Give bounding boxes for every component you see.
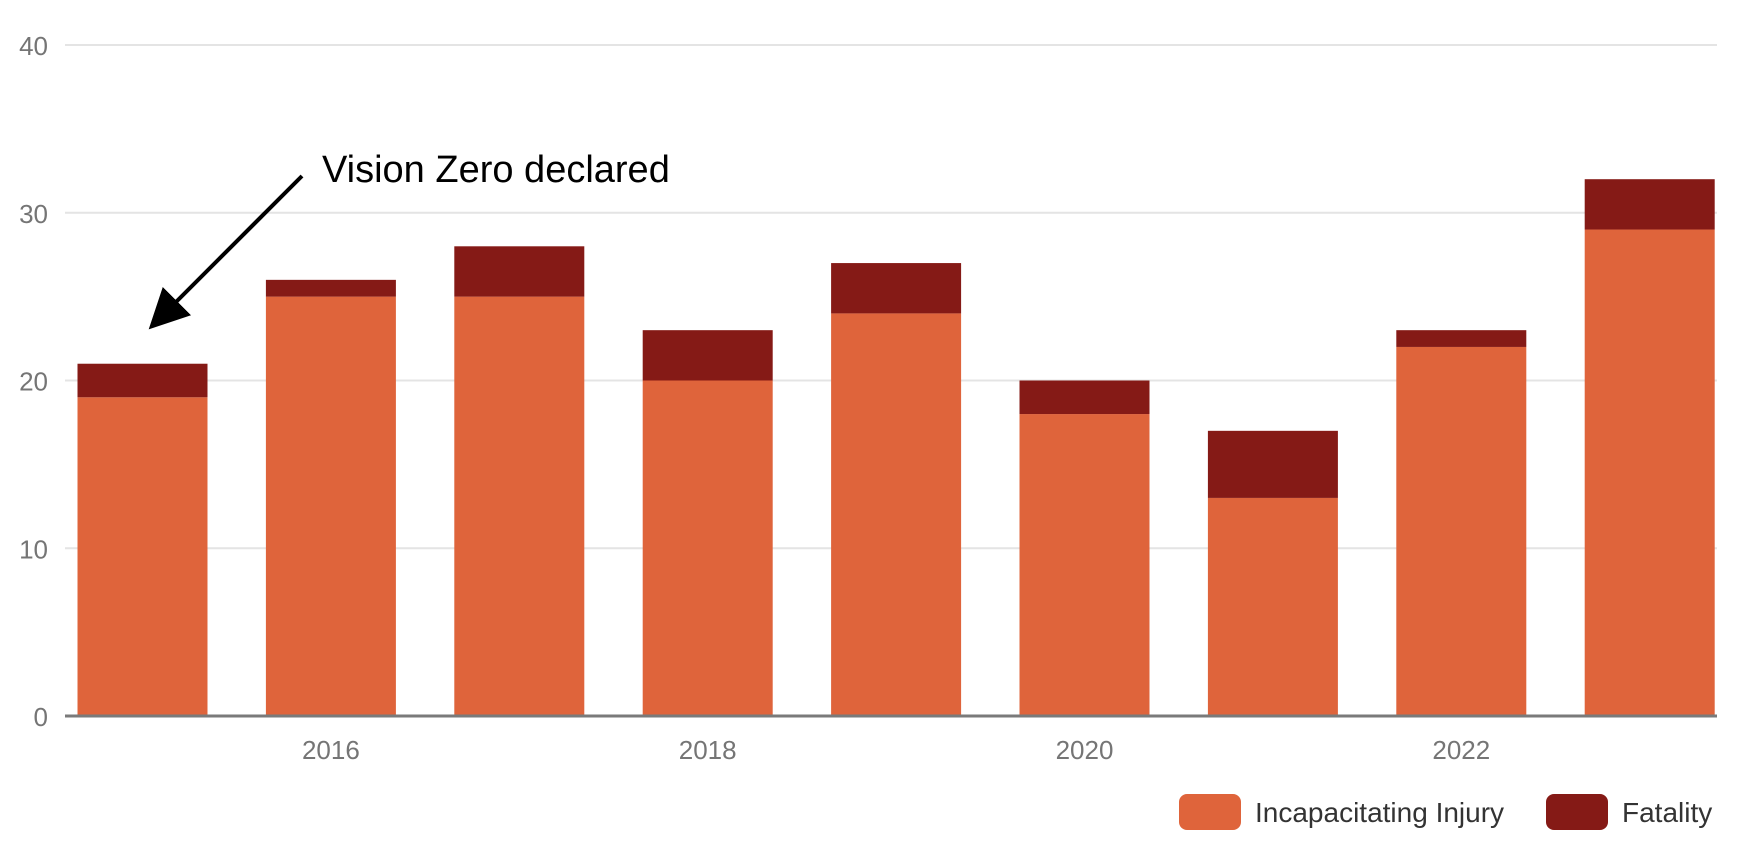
y-tick-label: 0 xyxy=(34,702,48,732)
x-tick-label: 2020 xyxy=(1056,735,1114,765)
bar-incapacitating-injury-2022 xyxy=(1396,346,1527,716)
legend-item-fatality: Fatality xyxy=(1546,794,1712,830)
bar-fatality-2017 xyxy=(454,246,585,297)
bar-fatality-2021 xyxy=(1207,430,1338,498)
bar-incapacitating-injury-2020 xyxy=(1019,414,1150,716)
bar-incapacitating-injury-2016 xyxy=(265,296,396,716)
bar-fatality-2020 xyxy=(1019,380,1150,415)
x-axis-ticks: 2016 2018 2020 2022 xyxy=(302,735,1490,765)
y-tick-label: 10 xyxy=(19,534,48,564)
bar-stack-2023 xyxy=(1584,179,1715,716)
bars xyxy=(77,179,1715,716)
bar-incapacitating-injury-2018 xyxy=(642,380,773,716)
bar-fatality-2023 xyxy=(1584,179,1715,230)
bar-stack-2020 xyxy=(1019,380,1150,716)
legend-swatch-incapacitating-injury xyxy=(1179,794,1241,830)
bar-fatality-2015 xyxy=(77,363,208,398)
bar-stack-2021 xyxy=(1207,430,1338,716)
legend-item-incapacitating-injury: Incapacitating Injury xyxy=(1179,794,1504,830)
y-tick-label: 30 xyxy=(19,199,48,229)
bar-incapacitating-injury-2023 xyxy=(1584,229,1715,716)
y-tick-label: 40 xyxy=(19,31,48,61)
bar-fatality-2019 xyxy=(831,263,962,314)
bar-stack-2018 xyxy=(642,330,773,716)
legend: Incapacitating Injury Fatality xyxy=(1179,794,1712,830)
x-tick-label: 2022 xyxy=(1432,735,1490,765)
legend-label-fatality: Fatality xyxy=(1622,797,1712,828)
bar-stack-2015 xyxy=(77,363,208,716)
annotation-label: Vision Zero declared xyxy=(322,149,670,191)
y-axis-ticks: 0 10 20 30 40 xyxy=(19,31,48,732)
bar-fatality-2022 xyxy=(1396,330,1527,347)
y-tick-label: 20 xyxy=(19,367,48,397)
annotation-arrow xyxy=(148,174,304,330)
bar-fatality-2018 xyxy=(642,330,773,381)
x-tick-label: 2016 xyxy=(302,735,360,765)
bar-stack-2016 xyxy=(265,279,396,716)
legend-label-incapacitating-injury: Incapacitating Injury xyxy=(1255,797,1504,828)
bar-stack-2017 xyxy=(454,246,585,716)
annotation: Vision Zero declared xyxy=(148,149,670,330)
bar-incapacitating-injury-2019 xyxy=(831,313,962,716)
bar-stack-2022 xyxy=(1396,330,1527,716)
bar-stack-2019 xyxy=(831,263,962,716)
legend-swatch-fatality xyxy=(1546,794,1608,830)
bar-fatality-2016 xyxy=(265,279,396,297)
bar-incapacitating-injury-2017 xyxy=(454,296,585,716)
x-tick-label: 2018 xyxy=(679,735,737,765)
bar-incapacitating-injury-2015 xyxy=(77,397,208,716)
bar-incapacitating-injury-2021 xyxy=(1207,497,1338,716)
